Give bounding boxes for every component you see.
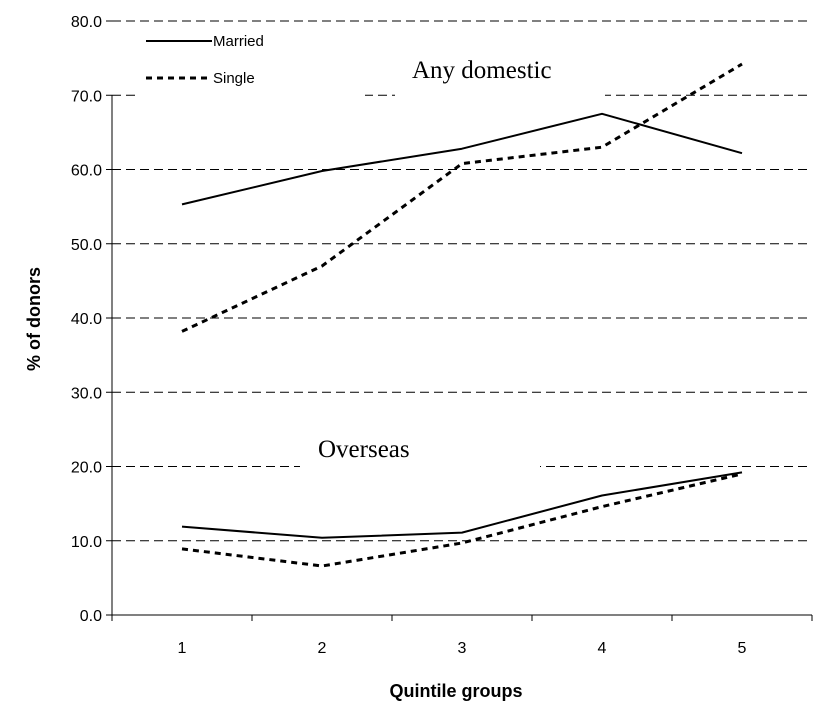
annotation-overseas: Overseas: [318, 436, 410, 463]
legend-label-single: Single: [213, 70, 255, 87]
x-tick-label: 4: [598, 640, 607, 657]
x-axis-title: Quintile groups: [390, 681, 523, 701]
y-tick-label: 50.0: [71, 237, 102, 254]
legend: Married Single: [140, 22, 365, 98]
y-tick-label: 20.0: [71, 460, 102, 477]
y-axis-ticks: 0.0 10.0 20.0 30.0 40.0 50.0 60.0 70.0 80.0: [71, 14, 112, 625]
x-axis-ticks: 1 2 3 4 5: [111, 615, 813, 657]
series-line-married-overseas: [181, 471, 743, 539]
x-tick-label: 2: [318, 640, 327, 657]
y-tick-label: 70.0: [71, 88, 102, 105]
legend-background: [140, 22, 365, 98]
series-line-married-domestic: [181, 112, 743, 206]
legend-label-married: Married: [213, 33, 264, 50]
annotation-any-domestic: Any domestic: [412, 57, 552, 84]
series-layer: [181, 62, 743, 568]
series-line-single-domestic: [181, 62, 743, 333]
series-line-single-overseas: [181, 472, 743, 568]
x-tick-label: 1: [178, 640, 187, 657]
y-tick-label: 40.0: [71, 311, 102, 328]
y-tick-label: 80.0: [71, 14, 102, 31]
x-tick-label: 3: [458, 640, 467, 657]
annotation-mask-overseas: [300, 430, 540, 475]
annotation-mask-domestic: [395, 55, 605, 100]
x-tick-label: 5: [738, 640, 747, 657]
y-tick-label: 0.0: [80, 608, 102, 625]
y-tick-label: 30.0: [71, 385, 102, 402]
y-axis-title: % of donors: [24, 267, 44, 371]
y-tick-label: 60.0: [71, 163, 102, 180]
y-tick-label: 10.0: [71, 534, 102, 551]
